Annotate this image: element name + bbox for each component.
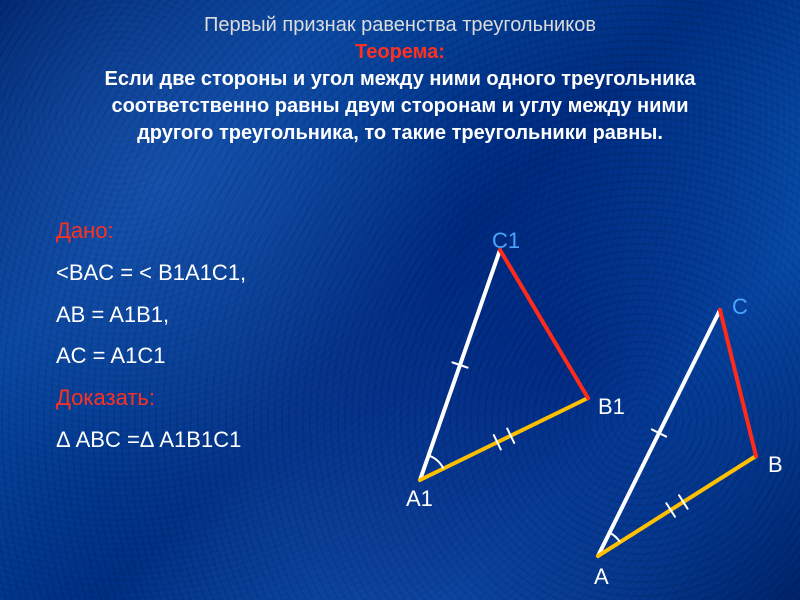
title-line-2: Теорема: <box>0 39 800 66</box>
given-row-1: <BAC = < B1A1C1, <box>56 252 246 294</box>
given-header: Дано: <box>56 210 246 252</box>
given-block: Дано: <BAC = < B1A1C1, AB = A1B1, AC = A… <box>56 210 246 461</box>
vertex-label: A <box>594 564 609 590</box>
slide-content: Первый признак равенства треугольников Т… <box>0 0 800 600</box>
slide-title: Первый признак равенства треугольников Т… <box>0 0 800 147</box>
title-line-1: Первый признак равенства треугольников <box>0 12 800 39</box>
vertex-label: B1 <box>598 394 625 420</box>
triangle-2 <box>598 310 756 556</box>
title-line-4: соответственно равны двум сторонам и угл… <box>0 93 800 120</box>
given-row-2: AB = A1B1, <box>56 294 246 336</box>
prove-row: Δ ABC =Δ A1B1C1 <box>56 419 246 461</box>
title-line-3: Если две стороны и угол между ними одног… <box>0 66 800 93</box>
triangle-1 <box>420 250 588 480</box>
prove-header: Доказать: <box>56 377 246 419</box>
title-line-5: другого треугольника, то такие треугольн… <box>0 120 800 147</box>
vertex-label: C1 <box>492 228 520 254</box>
vertex-label: B <box>768 452 783 478</box>
vertex-label: C <box>732 294 748 320</box>
vertex-label: A1 <box>406 486 433 512</box>
given-row-3: AC = A1C1 <box>56 335 246 377</box>
